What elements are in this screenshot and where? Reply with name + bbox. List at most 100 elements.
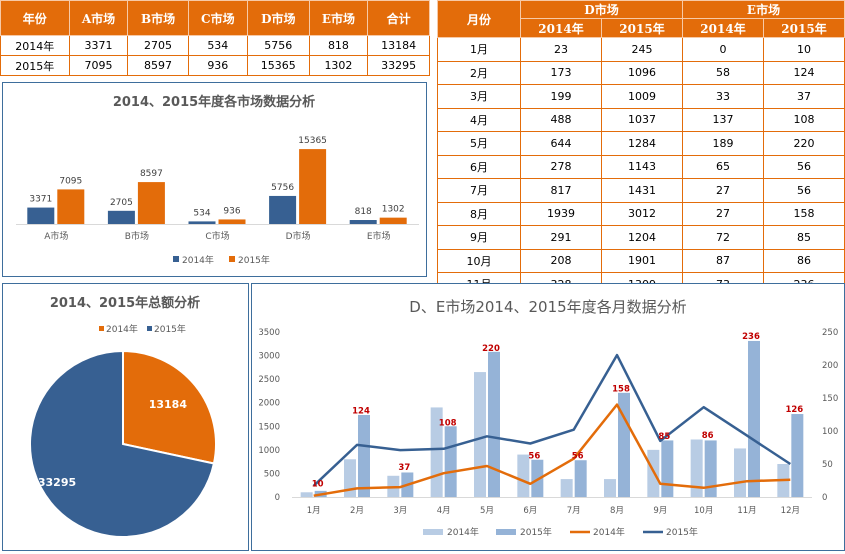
monthly-cell[interactable]: 7月	[437, 178, 521, 203]
summary-cell[interactable]: 33295	[367, 55, 430, 76]
monthly-cell[interactable]: 1037	[601, 107, 683, 132]
bar	[474, 372, 486, 497]
legend-swatch	[147, 326, 152, 331]
summary-header-cell: 合计	[367, 0, 430, 36]
monthly-cell[interactable]: 23	[520, 37, 602, 62]
x-tick-label: 6月	[523, 506, 537, 516]
legend-label: 2015年	[520, 526, 552, 538]
monthly-cell[interactable]: 220	[763, 131, 845, 156]
y2-tick-label: 100	[822, 427, 838, 437]
monthly-cell[interactable]: 199	[520, 84, 602, 109]
monthly-cell[interactable]: 65	[682, 154, 764, 179]
summary-cell[interactable]: 2014年	[0, 35, 70, 56]
bar	[379, 217, 407, 224]
monthly-cell[interactable]: 1143	[601, 154, 683, 179]
monthly-row: 5月 644 1284 189 220	[437, 131, 845, 156]
monthly-cell[interactable]: 1939	[520, 201, 602, 226]
monthly-cell[interactable]: 37	[763, 84, 845, 109]
summary-row: 2015年 7095 8597 936 15365 1302 33295	[0, 55, 430, 76]
monthly-cell[interactable]: 1月	[437, 37, 521, 62]
legend-label: 2014年	[106, 323, 138, 335]
y-tick-label: 2000	[258, 399, 280, 409]
monthly-cell[interactable]: 158	[763, 201, 845, 226]
monthly-cell[interactable]: 1204	[601, 225, 683, 250]
monthly-cell[interactable]: 124	[763, 60, 845, 85]
monthly-cell[interactable]: 1009	[601, 84, 683, 109]
monthly-cell[interactable]: 5月	[437, 131, 521, 156]
monthly-cell[interactable]: 2月	[437, 60, 521, 85]
summary-cell[interactable]: 7095	[68, 55, 129, 76]
monthly-cell[interactable]: 10月	[437, 248, 521, 273]
monthly-cell[interactable]: 27	[682, 201, 764, 226]
monthly-cell[interactable]: 1431	[601, 178, 683, 203]
monthly-cell[interactable]: 1901	[601, 248, 683, 273]
bar	[791, 414, 804, 497]
monthly-chart-panel[interactable]: D、E市场2014、2015年度各月数据分析 0 500 1000 1500 2000 2…	[251, 283, 845, 551]
monthly-cell[interactable]: 33	[682, 84, 764, 109]
summary-header-cell: 年份	[0, 0, 70, 36]
y-tick-label: 500	[264, 469, 280, 479]
monthly-cell[interactable]: 189	[682, 131, 764, 156]
monthly-cell[interactable]: 278	[520, 154, 602, 179]
legend-label: 2015年	[666, 526, 698, 538]
monthly-cell[interactable]: 0	[682, 37, 764, 62]
summary-cell[interactable]: 2705	[127, 35, 189, 56]
data-label: 2705	[110, 198, 133, 208]
monthly-cell[interactable]: 488	[520, 107, 602, 132]
monthly-cell[interactable]: 4月	[437, 107, 521, 132]
monthly-cell[interactable]: 56	[763, 178, 845, 203]
monthly-cell[interactable]: 173	[520, 60, 602, 85]
monthly-cell[interactable]: 9月	[437, 225, 521, 250]
monthly-cell[interactable]: 8月	[437, 201, 521, 226]
monthly-cell[interactable]: 58	[682, 60, 764, 85]
monthly-cell[interactable]: 1096	[601, 60, 683, 85]
data-label: 534	[193, 208, 210, 218]
monthly-cell[interactable]: 3012	[601, 201, 683, 226]
summary-cell[interactable]: 3371	[68, 35, 129, 56]
x-tick-label: 8月	[610, 506, 624, 516]
monthly-cell[interactable]: 108	[763, 107, 845, 132]
summary-cell[interactable]: 13184	[367, 35, 430, 56]
monthly-cell[interactable]: 291	[520, 225, 602, 250]
summary-table: 年份 A市场 B市场 C市场 D市场 E市场 合计 2014年 3371 2705 534 5756…	[0, 0, 430, 76]
monthly-cell[interactable]: 87	[682, 248, 764, 273]
monthly-cell[interactable]: 85	[763, 225, 845, 250]
bar	[748, 340, 760, 497]
legend-label: 2014年	[593, 526, 625, 538]
summary-cell[interactable]: 534	[187, 35, 248, 56]
y-tick-label: 3000	[258, 352, 280, 362]
monthly-cell[interactable]: 208	[520, 248, 602, 273]
y-tick-label: 0	[275, 493, 280, 503]
summary-cell[interactable]: 8597	[127, 55, 189, 76]
monthly-row: 3月 199 1009 33 37	[437, 84, 845, 109]
legend-swatch	[423, 529, 443, 535]
summary-cell[interactable]: 5756	[246, 35, 310, 56]
monthly-cell[interactable]: 817	[520, 178, 602, 203]
monthly-cell[interactable]: 6月	[437, 154, 521, 179]
monthly-cell[interactable]: 3月	[437, 84, 521, 109]
bar	[358, 414, 370, 497]
monthly-cell[interactable]: 1284	[601, 131, 683, 156]
monthly-row: 2月 173 1096 58 124	[437, 60, 845, 85]
monthly-cell[interactable]: 27	[682, 178, 764, 203]
monthly-cell[interactable]: 86	[763, 248, 845, 273]
pie-data-label: 13184	[149, 398, 188, 411]
data-label: 1302	[382, 205, 405, 215]
monthly-cell[interactable]: 72	[682, 225, 764, 250]
x-tick-label: 1月	[307, 506, 321, 516]
monthly-cell[interactable]: 56	[763, 154, 845, 179]
summary-cell[interactable]: 818	[308, 35, 369, 56]
monthly-cell[interactable]: 245	[601, 37, 683, 62]
summary-cell[interactable]: 15365	[246, 55, 310, 76]
summary-cell[interactable]: 936	[187, 55, 248, 76]
monthly-cell[interactable]: 10	[763, 37, 845, 62]
x-tick-label: 3月	[393, 506, 407, 516]
market-chart-panel[interactable]: 2014、2015年度各市场数据分析 3371 7095 A市场 2705 8597 B市…	[2, 82, 427, 277]
monthly-cell[interactable]: 137	[682, 107, 764, 132]
pie-chart-panel[interactable]: 2014、2015年总额分析 13184 33295 2014年 2015年	[2, 283, 249, 551]
legend-swatch	[229, 256, 235, 262]
summary-cell[interactable]: 1302	[308, 55, 369, 76]
monthly-cell[interactable]: 644	[520, 131, 602, 156]
bar	[517, 454, 530, 497]
summary-cell[interactable]: 2015年	[0, 55, 70, 76]
